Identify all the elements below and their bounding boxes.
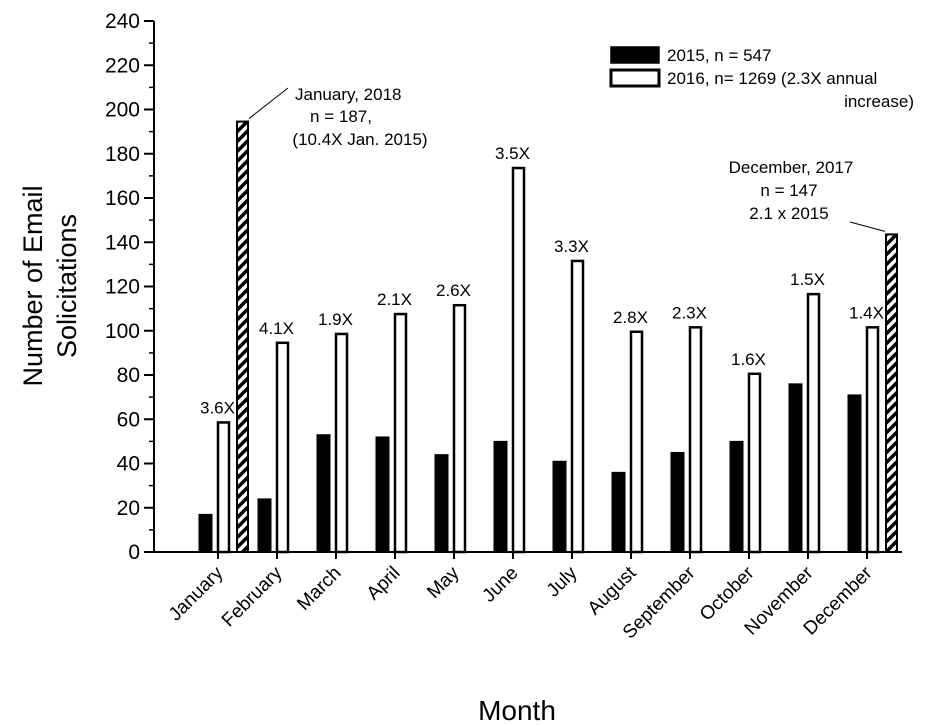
legend-label-2016: 2016, n= 1269 (2.3X annual: [667, 69, 877, 88]
ratio-labels: 3.6X 4.1X 1.9X 2.1X 2.6X 3.5X 3.3X 2.8X 2.3X 1.6X…: [200, 144, 884, 417]
bar-2015: [611, 471, 626, 553]
bar-2015: [552, 460, 567, 553]
bar-2015: [375, 436, 390, 553]
x-tick-label: July: [543, 562, 582, 601]
y-tick-label: 200: [105, 99, 140, 122]
bar-2016: [511, 166, 526, 554]
bar-2016: [806, 292, 821, 554]
ratio-label: 4.1X: [259, 319, 294, 338]
y-tick-label: 60: [117, 408, 140, 431]
annotation-text: December, 2017: [729, 158, 854, 177]
y-tick-label: 20: [117, 497, 140, 520]
y-tick-label: 160: [105, 187, 140, 210]
y-tick-label: 240: [105, 10, 140, 33]
y-tick-label: 80: [117, 364, 140, 387]
legend-label-2016-cont: increase): [844, 92, 914, 111]
ratio-label: 3.3X: [554, 237, 589, 256]
annotation-text: 2.1 x 2015: [749, 204, 828, 223]
bar-2016: [334, 332, 349, 554]
bar-2016: [865, 326, 880, 554]
ratio-label: 3.6X: [200, 398, 235, 417]
bar-2015: [198, 513, 213, 553]
y-tick-label: 120: [105, 276, 140, 299]
bars-group: [198, 120, 898, 554]
bar-2016: [275, 341, 290, 554]
bar-extra-hatched: [885, 233, 898, 553]
bar-2016: [747, 372, 762, 554]
y-tick-label: 0: [128, 541, 140, 564]
y-tick-label: 220: [105, 54, 140, 77]
ratio-label: 3.5X: [495, 144, 530, 163]
x-tick-label: May: [423, 562, 464, 603]
x-tick-label: June: [479, 563, 523, 607]
y-tick-label: 100: [105, 320, 140, 343]
y-tick-label: 180: [105, 143, 140, 166]
bar-2015: [788, 383, 803, 553]
bar-extra-hatched: [236, 120, 249, 553]
bar-2016: [570, 259, 585, 554]
legend-swatch-2016: [609, 68, 661, 88]
ratio-label: 1.4X: [849, 303, 884, 322]
bar-2016: [216, 421, 231, 554]
bar-2015: [670, 451, 685, 553]
legend-swatch-2015: [610, 46, 660, 64]
y-axis-title-line-2: Solicitations: [52, 214, 82, 358]
legend: 2015, n = 547 2016, n= 1269 (2.3X annual…: [609, 46, 914, 111]
ratio-label: 2.6X: [436, 281, 471, 300]
y-axis: 0 20 40 60 80 100 120 140 160 180 200 220 240: [105, 10, 155, 564]
ratio-label: 2.8X: [613, 308, 648, 327]
y-tick-label: 40: [117, 453, 140, 476]
ratio-label: 1.5X: [790, 270, 825, 289]
bar-2016: [393, 312, 408, 554]
annotation-text: n = 147: [760, 181, 817, 200]
y-tick-label: 140: [105, 231, 140, 254]
bar-2015: [257, 498, 272, 553]
x-tick-label: February: [218, 562, 287, 631]
bar-2016: [452, 303, 467, 554]
bar-2016: [629, 330, 644, 554]
bar-2015: [316, 434, 331, 553]
annotation-leader: [849, 221, 886, 232]
x-tick-label: April: [363, 563, 405, 605]
annotation-leader: [248, 87, 289, 119]
ratio-label: 1.6X: [731, 350, 766, 369]
legend-label-2015: 2015, n = 547: [667, 46, 771, 65]
bar-2016: [688, 326, 703, 554]
annotation-text: January, 2018: [295, 85, 401, 104]
annotation-text: (10.4X Jan. 2015): [292, 130, 427, 149]
y-axis-title-line-1: Number of Email: [18, 185, 48, 386]
x-tick-label: August: [584, 562, 641, 619]
annotations: January, 2018 n = 187, (10.4X Jan. 2015) De…: [248, 85, 886, 232]
ratio-label: 2.3X: [672, 303, 707, 322]
annotation-text: n = 187,: [310, 107, 372, 126]
bar-2015: [847, 394, 862, 553]
x-axis-title: Month: [478, 695, 556, 726]
ratio-label: 2.1X: [377, 290, 412, 309]
ratio-label: 1.9X: [318, 310, 353, 329]
bar-2015: [493, 440, 508, 553]
x-tick-label: March: [293, 563, 345, 615]
bar-2015: [729, 440, 744, 553]
bar-2015: [434, 454, 449, 553]
